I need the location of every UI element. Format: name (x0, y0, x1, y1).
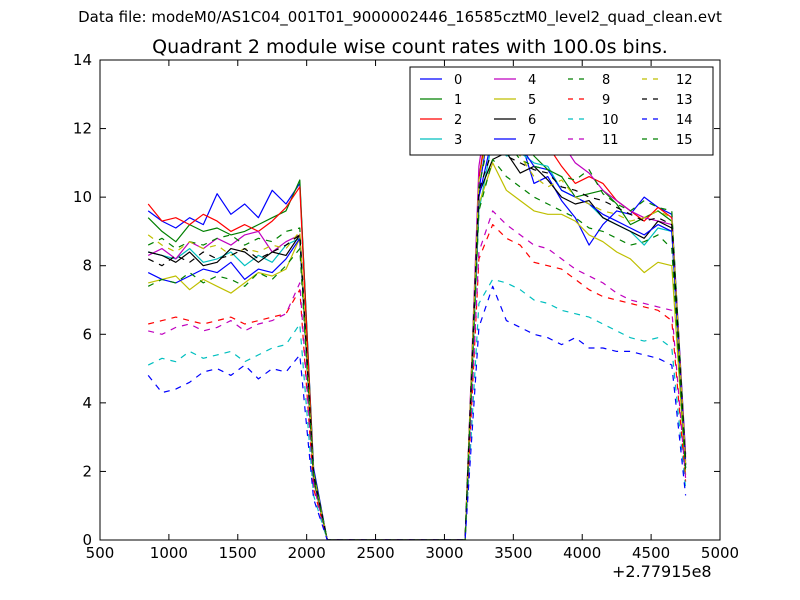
legend-label-3: 3 (454, 133, 462, 148)
series-line-10 (147, 278, 687, 540)
y-tick-label: 14 (73, 51, 92, 69)
legend-label-4: 4 (528, 73, 536, 88)
legend-label-2: 2 (454, 113, 462, 128)
y-tick-label: 8 (82, 257, 92, 275)
legend-label-7: 7 (528, 133, 536, 148)
y-tick-label: 12 (73, 120, 92, 138)
x-tick-label: 3500 (494, 544, 532, 562)
legend-label-5: 5 (528, 93, 536, 108)
legend-label-14: 14 (676, 113, 693, 128)
series-line-5 (148, 162, 687, 540)
x-tick-label: 2500 (356, 544, 394, 562)
legend-label-12: 12 (676, 73, 693, 88)
legend-label-10: 10 (602, 113, 619, 128)
series-line-8 (147, 121, 687, 540)
y-tick-label: 10 (73, 188, 92, 206)
x-tick-label: 2000 (288, 544, 326, 562)
legend-label-15: 15 (676, 133, 693, 148)
legend-label-0: 0 (454, 73, 462, 88)
x-tick-label: 1000 (150, 544, 188, 562)
legend-label-13: 13 (676, 93, 693, 108)
series-line-13 (147, 148, 687, 540)
series-line-3 (148, 138, 687, 540)
x-tick-label: 500 (86, 544, 115, 562)
legend-label-1: 1 (454, 93, 462, 108)
y-tick-label: 2 (82, 462, 92, 480)
series-line-2 (147, 79, 687, 540)
series-line-14 (147, 285, 687, 540)
series-line-1 (147, 100, 687, 540)
y-tick-label: 6 (82, 325, 92, 343)
legend-label-9: 9 (602, 93, 610, 108)
y-tick-label: 0 (82, 531, 92, 549)
x-tick-label: 4500 (632, 544, 670, 562)
legend-label-11: 11 (602, 133, 619, 148)
x-tick-label: 4000 (563, 544, 601, 562)
suptitle: Data file: modeM0/AS1C04_001T01_90000024… (78, 8, 722, 26)
series-line-11 (148, 210, 687, 540)
series-lines (147, 73, 687, 540)
x-offset-label: +2.77915e8 (612, 562, 712, 581)
legend-label-6: 6 (528, 113, 536, 128)
series-line-9 (148, 224, 687, 540)
y-tick-label: 4 (82, 394, 92, 412)
x-tick-label: 3000 (425, 544, 463, 562)
series-line-12 (147, 110, 687, 540)
axis-ticks: 500 1000 1500 2000 2500 3000 3500 4000 4500 5000 0… (73, 51, 739, 562)
series-line-7 (147, 134, 687, 540)
chart-title: Quadrant 2 module wise count rates with … (152, 36, 668, 58)
series-line-15 (147, 158, 687, 540)
legend-label-8: 8 (602, 73, 610, 88)
series-line-0 (147, 103, 687, 540)
x-tick-label: 5000 (701, 544, 739, 562)
x-tick-label: 1500 (219, 544, 257, 562)
legend-box (409, 66, 714, 156)
plot-frame (99, 59, 721, 541)
